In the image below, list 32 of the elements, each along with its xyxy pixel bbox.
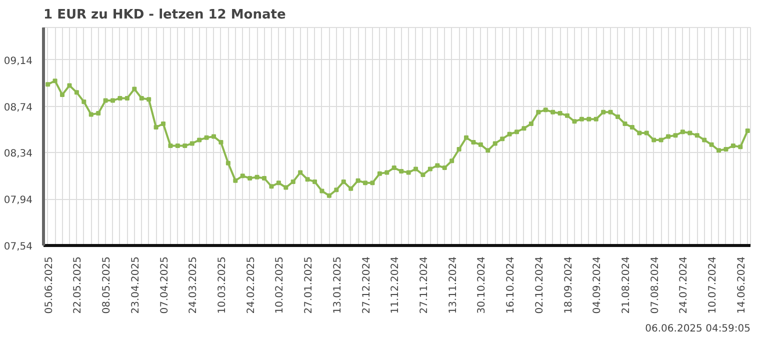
x-tick-label: 24.03.2025	[188, 256, 200, 314]
x-tick-label: 05.06.2025	[44, 256, 55, 314]
x-tick-label: 10.07.2024	[708, 256, 719, 314]
x-tick-label: 14.06.2024	[736, 256, 748, 314]
x-tick-label: 30.10.2024	[476, 256, 488, 314]
x-tick-label: 02.10.2024	[534, 256, 546, 314]
x-tick-label: 13.11.2024	[448, 256, 459, 314]
x-tick-label: 27.12.2024	[361, 256, 372, 314]
x-tick-label: 07.08.2024	[650, 256, 661, 314]
y-tick-label: 08,74	[4, 102, 33, 114]
x-tick-label: 10.03.2025	[216, 256, 228, 314]
x-tick-label: 10.02.2025	[274, 256, 286, 314]
x-tick-label: 24.07.2024	[678, 256, 690, 314]
x-tick-label: 07.04.2025	[159, 256, 170, 314]
x-tick-label: 23.04.2025	[130, 256, 142, 314]
x-tick-label: 24.02.2025	[246, 256, 257, 314]
x-tick-label: 27.11.2024	[418, 256, 430, 314]
text: 06.06.2025 04:59:05	[645, 324, 751, 334]
x-tick-label: 04.09.2024	[592, 256, 604, 314]
x-tick-label: 22.05.2025	[72, 256, 84, 314]
chart-title: 1 EUR zu HKD - letzen 12 Monate	[44, 8, 286, 22]
y-tick-label: 07,54	[4, 242, 33, 252]
y-tick-label: 08,34	[4, 148, 33, 160]
y-tick-label: 07,94	[4, 195, 33, 206]
x-tick-label: 08.05.2025	[102, 256, 113, 314]
x-tick-label: 18.09.2024	[563, 256, 574, 314]
x-tick-label: 27.01.2025	[304, 256, 315, 314]
x-tick-label: 13.01.2025	[332, 256, 344, 314]
y-tick-label: 09,14	[4, 56, 33, 67]
x-tick-label: 21.08.2024	[620, 256, 632, 314]
x-tick-label: 11.12.2024	[390, 256, 402, 314]
x-tick-label: 16.10.2024	[506, 256, 517, 314]
